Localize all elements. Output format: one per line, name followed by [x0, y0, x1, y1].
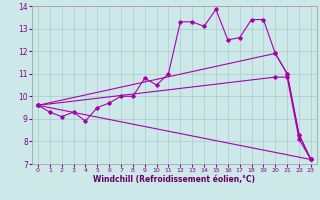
- X-axis label: Windchill (Refroidissement éolien,°C): Windchill (Refroidissement éolien,°C): [93, 175, 255, 184]
